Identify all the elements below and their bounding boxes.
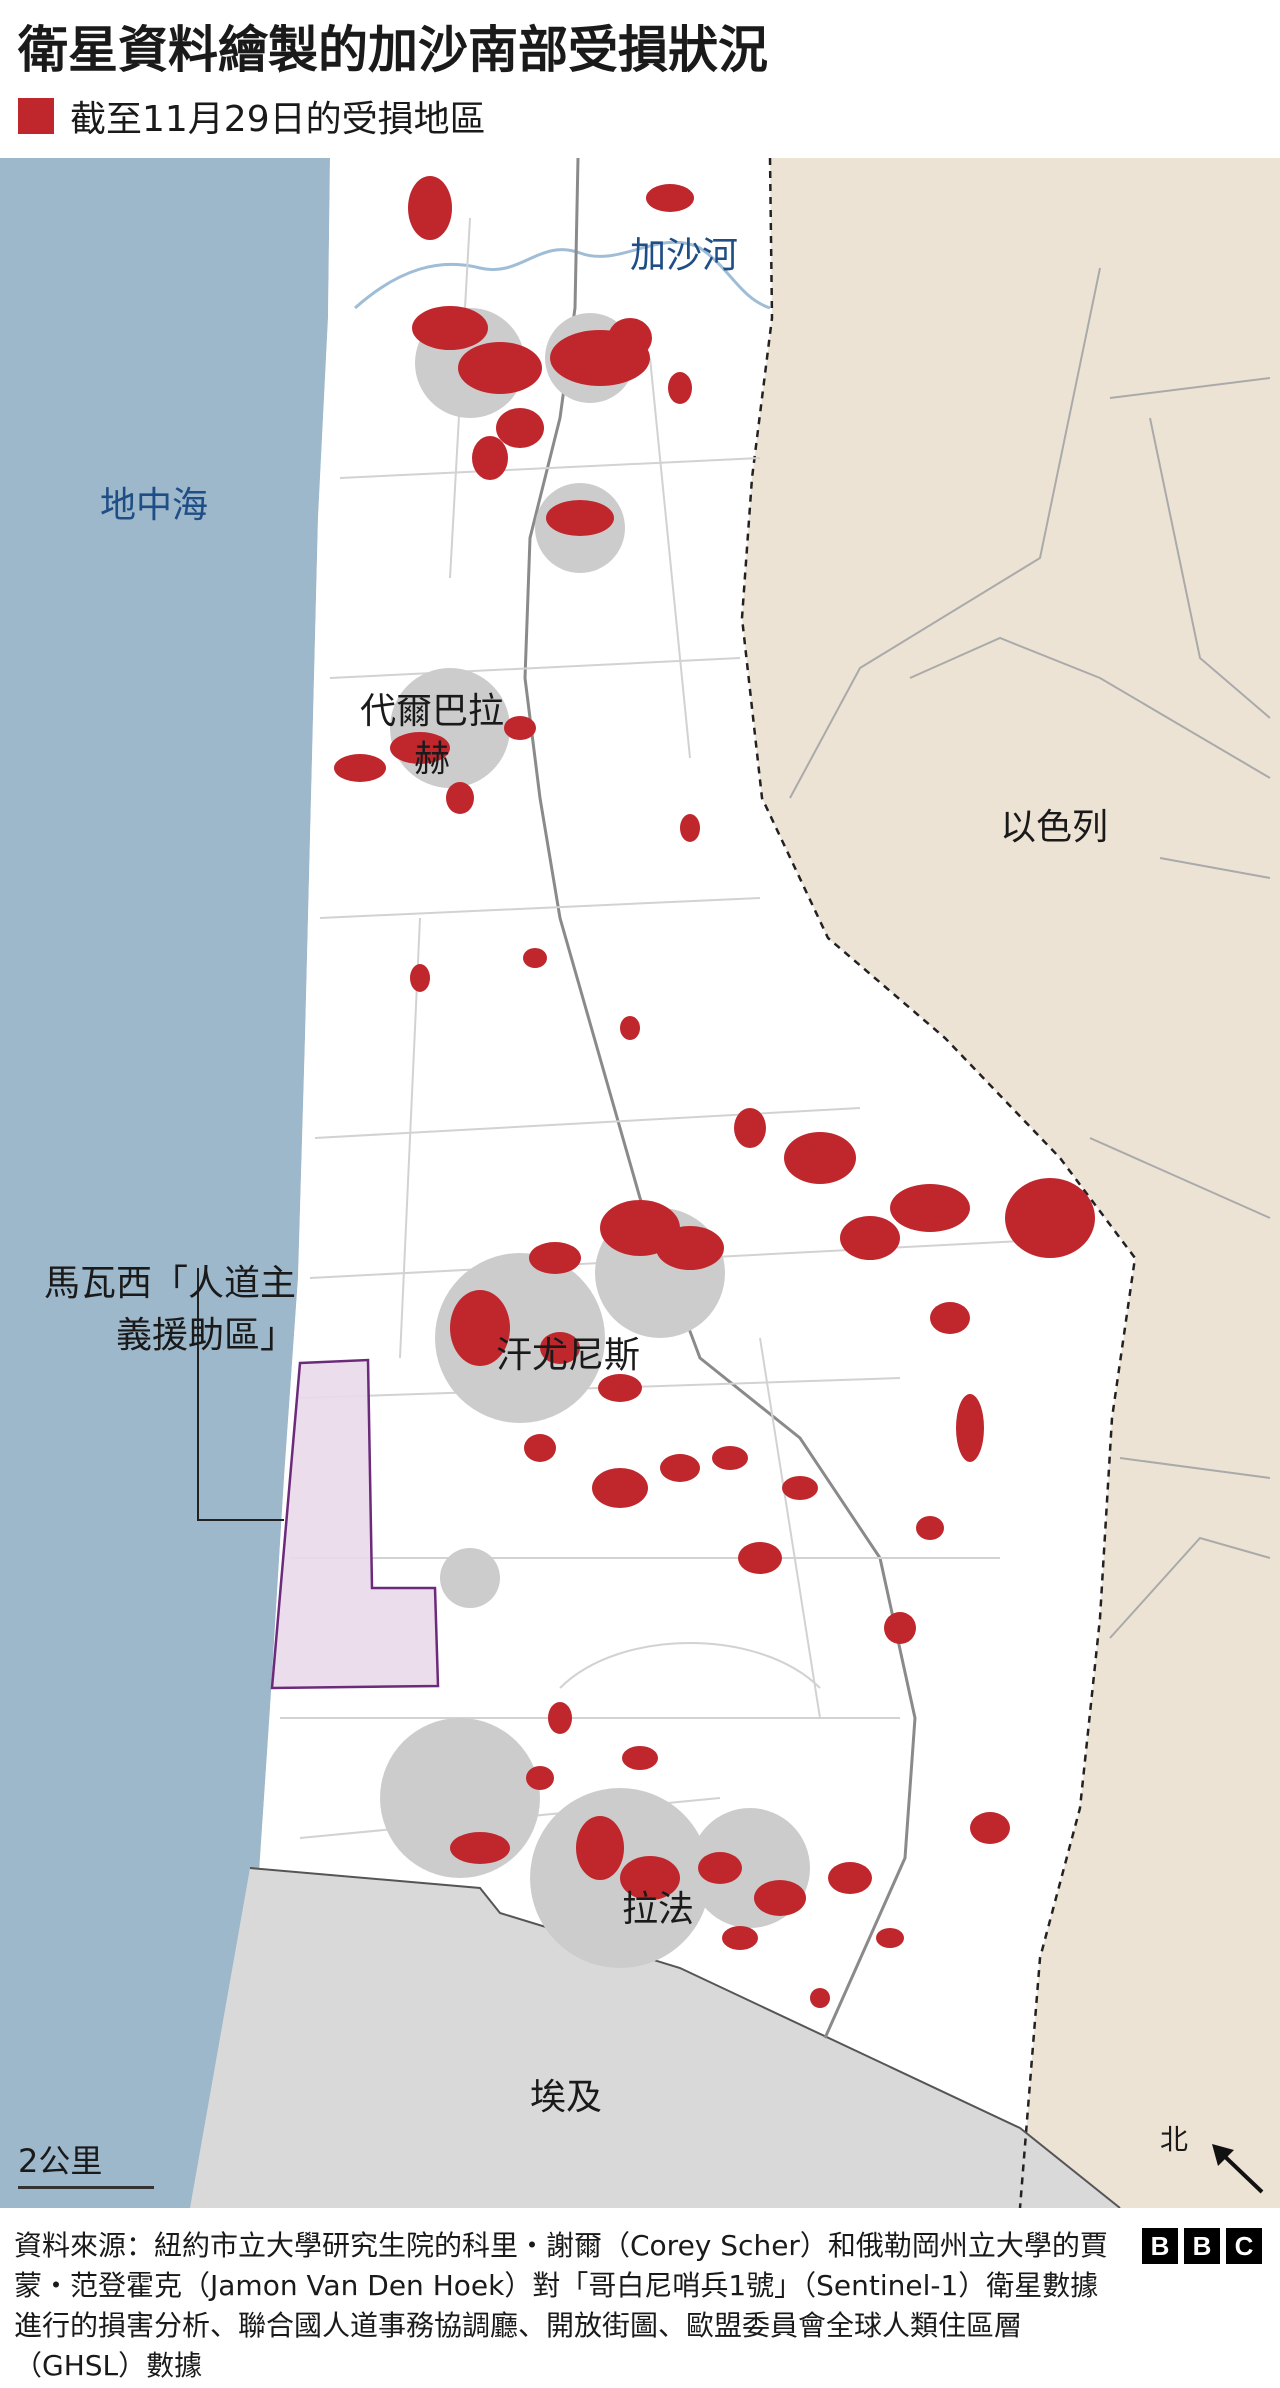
bbc-logo: B B C [1142, 2228, 1262, 2264]
mawasi-zone-label: 馬瓦西「人道主 義援助區」 [43, 1263, 296, 1356]
sea-area [0, 158, 330, 2208]
wadi-gaza-river [354, 240, 771, 310]
river-label: 加沙河 [630, 235, 739, 276]
scale-line [18, 2186, 154, 2189]
scale-bar: 2公里 [18, 2136, 154, 2189]
header: 衛星資料繪製的加沙南部受損狀況 截至11月29日的受損地區 [0, 0, 1280, 158]
legend: 截至11月29日的受損地區 [18, 92, 486, 140]
egypt-label: 埃及 [530, 2077, 603, 2118]
salah-al-din-road [523, 158, 917, 2039]
bbc-logo-letter: C [1226, 2228, 1262, 2264]
deir-al-balah-label: 代爾巴拉 赫 [360, 691, 505, 780]
humanitarian-zone [270, 1358, 440, 1690]
map: 地中海 加沙河 代爾巴拉 赫 以色列 馬瓦西「人道主 義援助區」 汗尤尼斯 拉法… [0, 158, 1280, 2208]
footer: 資料來源：紐約市立大學研究生院的科里・謝爾（Corey Scher）和俄勒岡州立… [0, 2208, 1280, 2388]
callout-line [197, 1268, 284, 1521]
damaged-areas [334, 176, 1095, 2008]
sea-label: 地中海 [100, 485, 209, 526]
map-canvas [0, 158, 1280, 2208]
egypt-area [190, 1868, 1120, 2208]
khan-younis-label: 汗尤尼斯 [496, 1335, 641, 1376]
bbc-logo-letter: B [1142, 2228, 1178, 2264]
bbc-logo-letter: B [1184, 2228, 1220, 2264]
legend-label: 截至11月29日的受損地區 [70, 99, 486, 140]
north-indicator: 北 [1160, 2118, 1270, 2198]
north-label: 北 [1160, 2123, 1189, 2156]
israel-label: 以色列 [1000, 807, 1109, 848]
north-arrow-icon [1212, 2144, 1264, 2194]
source-note: 資料來源：紐約市立大學研究生院的科里・謝爾（Corey Scher）和俄勒岡州立… [14, 2229, 1108, 2382]
damage-swatch-icon [18, 98, 54, 134]
scale-label: 2公里 [18, 2142, 103, 2180]
armistice-line [740, 158, 1137, 2208]
map-title: 衛星資料繪製的加沙南部受損狀況 [18, 21, 768, 79]
israel-roads [789, 267, 1271, 1639]
rafah-label: 拉法 [622, 1889, 695, 1930]
